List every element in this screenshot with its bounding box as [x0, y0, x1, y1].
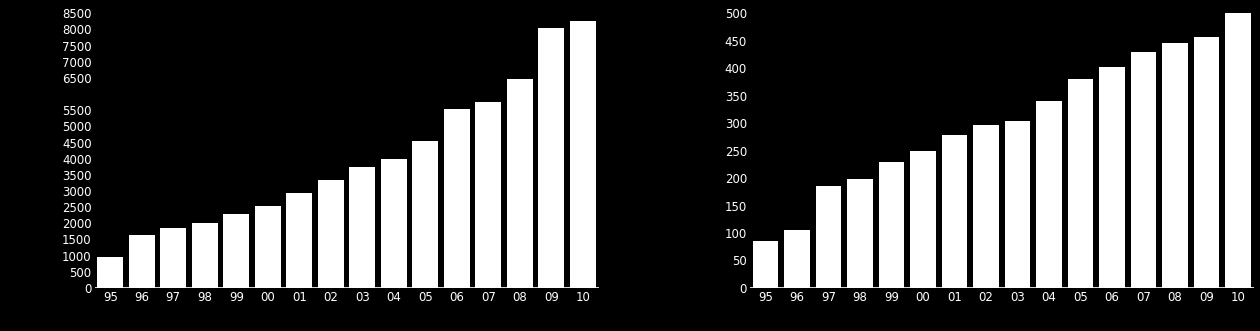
Bar: [973, 125, 999, 288]
Bar: [910, 151, 936, 288]
Bar: [1099, 67, 1125, 288]
Bar: [444, 109, 470, 288]
Bar: [878, 162, 905, 288]
Bar: [349, 167, 375, 288]
Bar: [507, 79, 533, 288]
Bar: [570, 21, 596, 288]
Bar: [286, 193, 312, 288]
Bar: [752, 241, 779, 288]
Bar: [1225, 13, 1251, 288]
Bar: [129, 235, 155, 288]
Bar: [97, 257, 123, 288]
Bar: [160, 228, 186, 288]
Bar: [847, 179, 873, 288]
Bar: [784, 230, 810, 288]
Bar: [381, 159, 407, 288]
Bar: [223, 213, 249, 288]
Bar: [1162, 43, 1188, 288]
Bar: [1036, 101, 1062, 288]
Bar: [318, 180, 344, 288]
Bar: [815, 186, 842, 288]
Bar: [192, 223, 218, 288]
Bar: [412, 141, 438, 288]
Bar: [1067, 79, 1094, 288]
Bar: [538, 28, 564, 288]
Bar: [475, 102, 501, 288]
Bar: [1130, 52, 1157, 288]
Bar: [1193, 37, 1220, 288]
Bar: [1004, 121, 1031, 288]
Bar: [941, 135, 968, 288]
Bar: [255, 206, 281, 288]
